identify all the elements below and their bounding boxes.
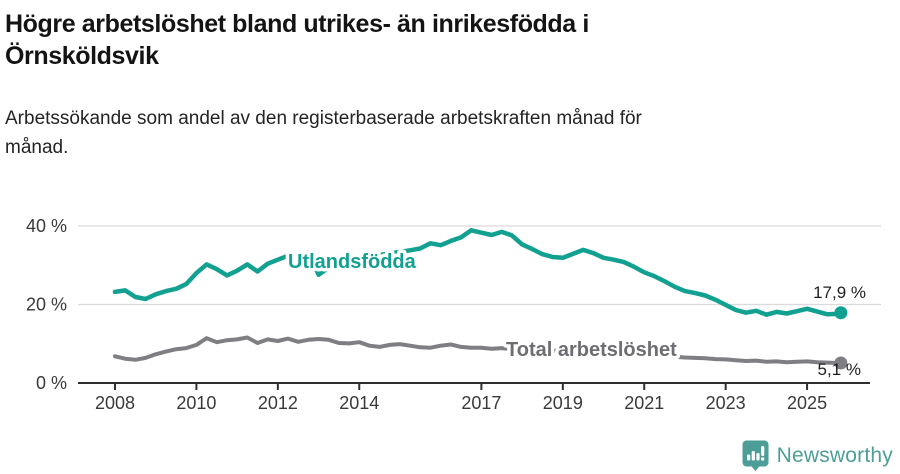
- series-line-utlandsfodda: [112, 228, 844, 317]
- logo-bar-2: [751, 451, 755, 461]
- series-lines: [112, 228, 844, 365]
- series-labels: Utlandsfödda Total arbetslöshet: [285, 248, 681, 365]
- x-tick-label: 2019: [543, 393, 583, 413]
- y-tick-label: 0 %: [36, 373, 67, 393]
- chart-title: Högre arbetslöshet bland utrikes- än inr…: [5, 10, 589, 70]
- end-value-label-utlandsfodda: 17,9 %: [813, 283, 866, 302]
- end-dot-utlandsfodda: [834, 306, 848, 320]
- logo-exclamation-bar: [760, 446, 764, 456]
- logo-exclamation-dot: [760, 457, 765, 461]
- series-label-total: Total arbetslöshet: [506, 339, 677, 361]
- x-tick-label: 2014: [339, 393, 379, 413]
- newsworthy-logo-icon: [742, 440, 769, 471]
- x-tick-label: 2017: [461, 393, 501, 413]
- x-tick-label: 2025: [787, 393, 827, 413]
- y-tick-label: 40 %: [26, 216, 67, 236]
- newsworthy-attribution: Newsworthy: [742, 440, 893, 471]
- end-value-label-total: 5,1 %: [818, 360, 861, 379]
- x-tick-label: 2021: [624, 393, 664, 413]
- series-line-total: [113, 335, 843, 365]
- y-axis-labels: 0 % 20 % 40 %: [26, 216, 67, 393]
- logo-bar-1: [746, 454, 750, 461]
- logo-bubble-shape: [742, 440, 769, 471]
- x-tick-label: 2010: [176, 393, 216, 413]
- end-dot-total: [834, 356, 848, 370]
- logo-bar-3: [756, 453, 760, 461]
- series-label-utlandsfodda: Utlandsfödda: [288, 251, 417, 273]
- gridlines: [78, 225, 881, 306]
- chart-subtitle: Arbetssökande som andel av den registerb…: [5, 108, 642, 158]
- x-axis: [78, 382, 870, 390]
- y-tick-label: 20 %: [26, 294, 67, 314]
- x-axis-labels: 2008 2010 2012 2014 2017 2019 2021 2023 2025: [95, 393, 827, 413]
- series-end-dots: [834, 306, 848, 370]
- x-tick-label: 2008: [95, 393, 135, 413]
- end-value-labels: 17,9 % 5,1 %: [813, 283, 866, 379]
- x-tick-label: 2012: [258, 393, 298, 413]
- brand-name: Newsworthy: [776, 443, 893, 467]
- x-tick-label: 2023: [706, 393, 746, 413]
- chart-header: Högre arbetslöshet bland utrikes- än inr…: [0, 0, 900, 162]
